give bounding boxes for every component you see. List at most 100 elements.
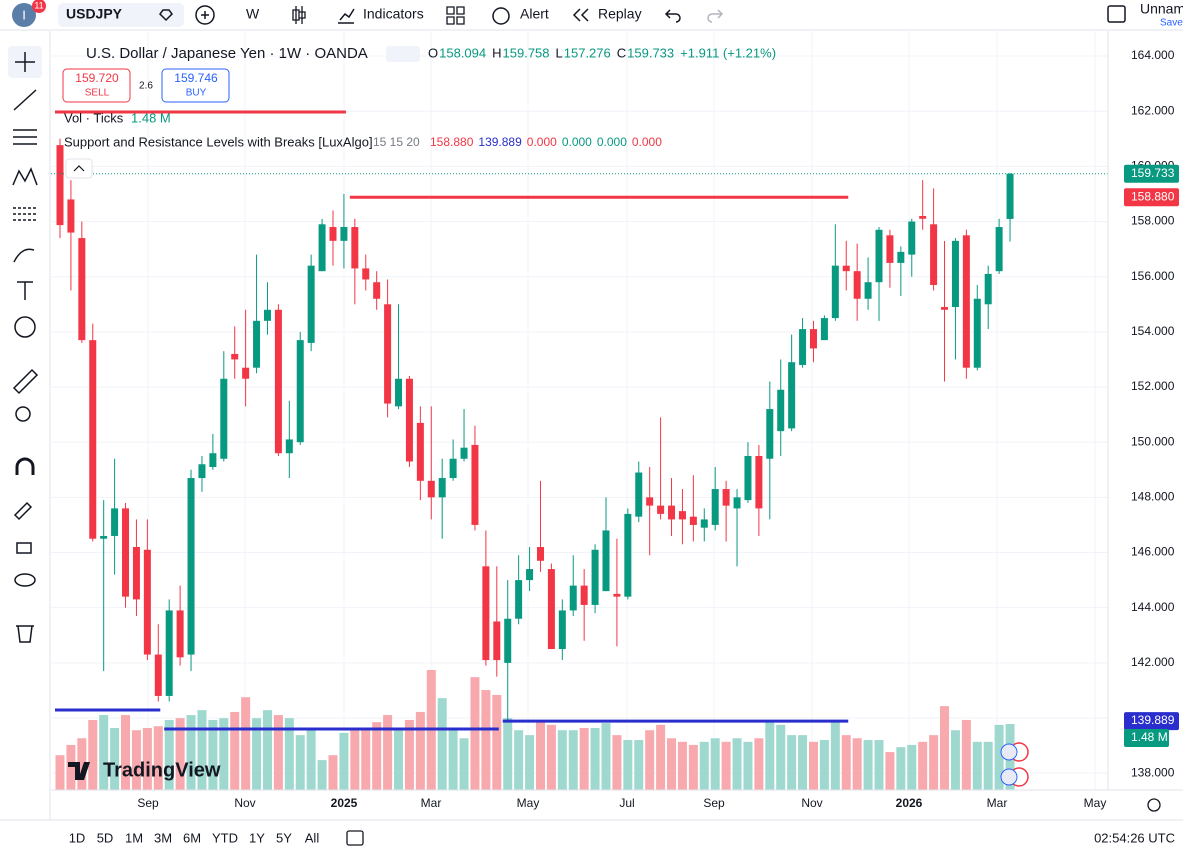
range-button[interactable]: 1M bbox=[125, 830, 143, 845]
collapse-button[interactable] bbox=[65, 158, 93, 179]
range-button[interactable]: 1Y bbox=[249, 830, 265, 845]
candle-body bbox=[864, 282, 872, 299]
volume-bar bbox=[66, 744, 76, 790]
volume-bar bbox=[153, 726, 163, 790]
ohlc-legend: O 158.094 H 159.758 L 157.276 C 159.733 +1.911 (… bbox=[428, 45, 776, 60]
replay[interactable]: Replay bbox=[598, 6, 642, 22]
range-button[interactable]: 1D bbox=[69, 830, 86, 845]
volume-bar bbox=[546, 724, 556, 790]
candle-body bbox=[362, 268, 370, 280]
text-icon[interactable] bbox=[17, 281, 33, 300]
trendline-icon[interactable] bbox=[13, 89, 37, 111]
candle-body bbox=[263, 309, 271, 321]
candle-body bbox=[132, 546, 140, 600]
indicator-value: 0.000 bbox=[632, 135, 662, 149]
eye-icon[interactable] bbox=[14, 573, 36, 587]
volume-bar bbox=[361, 727, 371, 790]
candle-body bbox=[668, 505, 676, 520]
layout-name[interactable]: Unnam bbox=[1140, 1, 1183, 17]
alert-icon[interactable] bbox=[492, 7, 510, 25]
layout-icon[interactable] bbox=[1107, 5, 1126, 23]
crosshair-icon[interactable] bbox=[15, 52, 35, 72]
candle-body bbox=[274, 309, 282, 454]
candle-body bbox=[165, 610, 173, 696]
volume-bar bbox=[732, 738, 742, 790]
volume-bar bbox=[295, 735, 305, 790]
icon bbox=[201, 11, 209, 19]
volume-bar bbox=[612, 735, 622, 790]
candle-body bbox=[635, 472, 643, 517]
date-range-icon[interactable] bbox=[346, 830, 364, 846]
candle-body bbox=[700, 519, 708, 528]
candle-body bbox=[100, 535, 108, 539]
x-tick-label: May bbox=[1084, 796, 1107, 810]
indicator-value: 139.889 bbox=[478, 135, 522, 149]
range-button[interactable]: YTD bbox=[212, 830, 238, 845]
indicators-icon[interactable] bbox=[338, 8, 355, 24]
volume-bar bbox=[383, 715, 393, 790]
buy-button[interactable] bbox=[161, 68, 230, 103]
interval[interactable]: W bbox=[246, 6, 260, 22]
volume-label: 1.48 M bbox=[1131, 730, 1168, 744]
forecast-icon[interactable] bbox=[13, 207, 37, 221]
undo-icon[interactable] bbox=[664, 9, 681, 23]
trash-icon[interactable] bbox=[16, 625, 34, 643]
volume-bar bbox=[808, 741, 818, 790]
save[interactable]: Save bbox=[1160, 18, 1183, 29]
symbol: USDJPY bbox=[66, 6, 123, 22]
candle-body bbox=[56, 145, 64, 226]
replay-icon[interactable] bbox=[572, 8, 589, 22]
fib-icon[interactable] bbox=[13, 129, 37, 145]
candle-body bbox=[209, 453, 217, 468]
candle-body bbox=[285, 439, 293, 454]
add-icon[interactable] bbox=[195, 5, 215, 25]
alert[interactable]: Alert bbox=[520, 6, 549, 22]
candle-body bbox=[678, 511, 686, 520]
x-tick-label: 2025 bbox=[331, 796, 358, 810]
candle-body bbox=[111, 508, 119, 536]
emoji-icon[interactable] bbox=[14, 316, 36, 338]
range-button[interactable]: 6M bbox=[183, 830, 201, 845]
avatar[interactable] bbox=[12, 3, 36, 27]
pattern-icon[interactable] bbox=[12, 167, 38, 186]
settings-icon[interactable] bbox=[1147, 798, 1161, 812]
volume-bar bbox=[208, 719, 218, 790]
candle-body bbox=[984, 273, 992, 305]
ruler-icon[interactable] bbox=[12, 368, 39, 395]
x-tick-label: Mar bbox=[987, 796, 1008, 810]
symbol-search[interactable] bbox=[58, 3, 184, 27]
lock-icon[interactable] bbox=[16, 542, 32, 554]
candle-body bbox=[67, 199, 75, 233]
watermark: TradingView bbox=[103, 759, 221, 781]
indicator-values: 158.880 139.889 0.000 0.000 0.000 0.000 bbox=[430, 135, 662, 149]
candle-body bbox=[176, 610, 184, 658]
ohlc-change: +1.911 (+1.21%) bbox=[680, 45, 776, 60]
zoom-icon[interactable] bbox=[15, 406, 31, 422]
lock-draw-icon[interactable] bbox=[13, 501, 33, 521]
candle-body bbox=[351, 227, 359, 269]
candle-body bbox=[89, 340, 97, 539]
indicators[interactable]: Indicators bbox=[363, 6, 424, 22]
sell-button[interactable] bbox=[62, 68, 131, 103]
magnet-icon[interactable] bbox=[15, 457, 35, 475]
candle-body bbox=[591, 549, 599, 605]
range-button[interactable]: 5D bbox=[97, 830, 114, 845]
volume-bar bbox=[219, 718, 229, 790]
range-button[interactable]: All bbox=[305, 830, 320, 845]
indicator-value: 158.880 bbox=[430, 135, 474, 149]
candle-body bbox=[1006, 173, 1014, 219]
candle-body bbox=[78, 238, 86, 341]
y-tick-label: 142.000 bbox=[1131, 655, 1175, 669]
volume-bar bbox=[601, 723, 611, 790]
candle-body bbox=[689, 516, 697, 525]
range-button[interactable]: 3M bbox=[154, 830, 172, 845]
chart-type-icon[interactable] bbox=[292, 6, 306, 24]
volume-bar bbox=[164, 719, 174, 790]
range-button[interactable]: 5Y bbox=[276, 830, 292, 845]
volume-bar bbox=[415, 711, 425, 790]
candle-body bbox=[657, 505, 665, 514]
templates-icon[interactable] bbox=[446, 6, 465, 25]
volume-bar bbox=[459, 738, 469, 790]
brush-icon[interactable] bbox=[13, 248, 35, 263]
candle-body bbox=[373, 282, 381, 299]
